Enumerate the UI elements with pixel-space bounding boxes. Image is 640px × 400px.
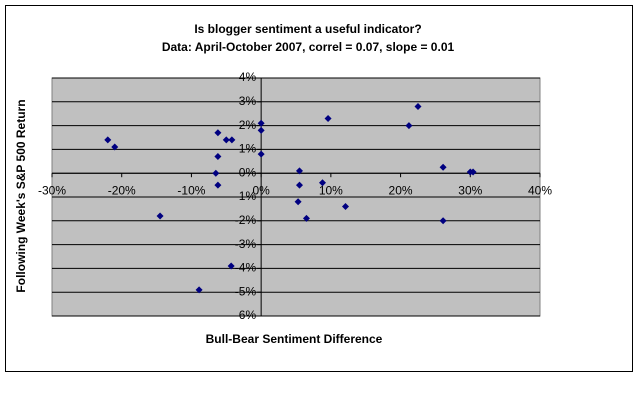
point (294, 198, 302, 206)
point (156, 212, 164, 220)
point (227, 262, 235, 270)
x-axis-title: Bull-Bear Sentiment Difference (206, 332, 383, 346)
y-tick-label: 1% (239, 142, 257, 156)
point (214, 129, 222, 137)
point (405, 122, 413, 130)
point (469, 168, 477, 176)
x-tick-label: 30% (458, 183, 482, 197)
chart-title: Is blogger sentiment a useful indicator? (194, 22, 421, 36)
y-tick-label: 0% (239, 165, 257, 179)
y-tick-label: -3% (235, 237, 257, 251)
point (104, 136, 112, 144)
x-tick-label: -30% (38, 183, 66, 197)
x-tick-label: 20% (389, 183, 413, 197)
y-tick-label: -4% (235, 261, 257, 275)
point (257, 119, 265, 127)
point (214, 153, 222, 161)
x-tick-label: -20% (108, 183, 136, 197)
y-tick-label: 4% (239, 70, 257, 84)
y-tick-label: -2% (235, 213, 257, 227)
point (318, 179, 326, 187)
point (341, 203, 349, 211)
point (228, 136, 236, 144)
y-axis-title: Following Week's S&P 500 Return (14, 99, 28, 292)
point (257, 150, 265, 158)
point (222, 136, 230, 144)
x-tick-label: 40% (528, 183, 552, 197)
x-tick-label: -10% (177, 183, 205, 197)
point (302, 214, 310, 222)
point (324, 114, 332, 122)
point (295, 181, 303, 189)
point (257, 126, 265, 134)
point (439, 163, 447, 171)
point (414, 103, 422, 111)
y-tick-label: 3% (239, 94, 257, 108)
y-tick-label: 2% (239, 118, 257, 132)
y-tick-label: -1% (235, 189, 257, 203)
point (195, 286, 203, 294)
chart-subtitle: Data: April-October 2007, correl = 0.07,… (162, 40, 455, 54)
y-tick-label: -5% (235, 284, 257, 298)
x-tick-label: 10% (319, 183, 343, 197)
point (212, 169, 220, 177)
point (214, 181, 222, 189)
y-tick-label: -6% (235, 308, 257, 322)
plot-area: 4% 3% 2% 1% 0% -1% -2% -3% -4% -5% -6% -30% -20% -10%… (38, 70, 552, 322)
point (295, 167, 303, 175)
point (439, 217, 447, 225)
point (111, 143, 119, 151)
